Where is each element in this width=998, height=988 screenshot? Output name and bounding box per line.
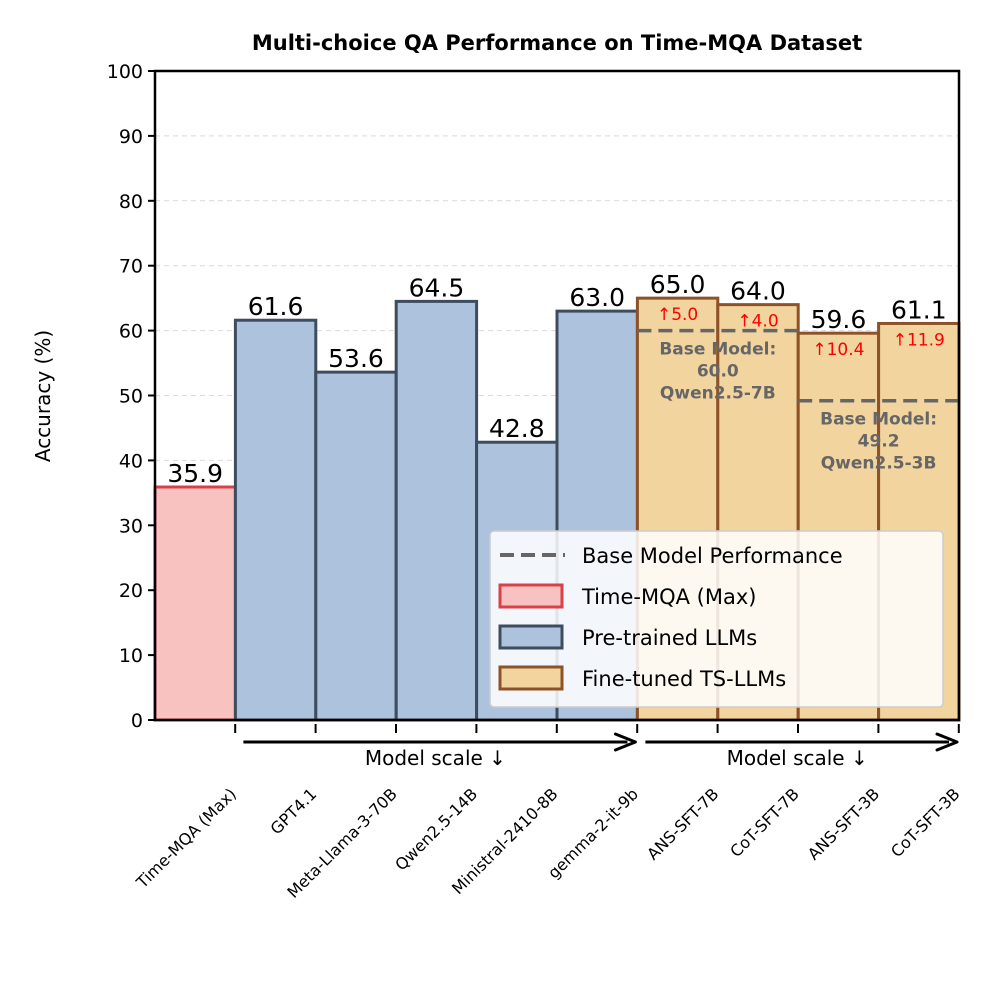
- legend-label: Pre-trained LLMs: [582, 626, 757, 650]
- y-tick-label: 10: [119, 645, 143, 667]
- legend-label: Fine-tuned TS-LLMs: [582, 667, 786, 691]
- value-label: 65.0: [650, 270, 706, 299]
- y-tick-label: 80: [119, 191, 143, 213]
- value-label: 63.0: [569, 283, 625, 312]
- baseline-note: 49.2: [858, 432, 900, 452]
- bar: [394, 299, 479, 722]
- legend: Base Model Performance Time-MQA (Max) Pre-…: [489, 530, 944, 708]
- x-tick-label: Qwen2.5-14B: [391, 784, 481, 874]
- scale-arrow-label: Model scale ↓: [727, 746, 868, 770]
- bar: [233, 318, 318, 722]
- baseline-note: 60.0: [697, 362, 739, 382]
- legend-label: Base Model Performance: [582, 544, 843, 568]
- y-tick-label: 70: [119, 256, 143, 278]
- y-tick-label: 90: [119, 126, 143, 148]
- bar: [314, 370, 398, 722]
- value-label: 42.8: [489, 414, 545, 443]
- bar: [153, 485, 237, 722]
- y-tick-label: 20: [119, 580, 143, 602]
- x-tick-label: ANS-SFT-7B: [643, 784, 722, 863]
- legend-label: Time-MQA (Max): [581, 585, 756, 609]
- x-tick-label: CoT-SFT-7B: [726, 784, 803, 861]
- y-tick-label: 0: [131, 710, 143, 732]
- legend-patch-swatch: [498, 665, 564, 691]
- x-tick-label: ANS-SFT-3B: [804, 784, 883, 863]
- scale-arrow-head: [613, 732, 637, 752]
- scale-arrow-label: Model scale ↓: [365, 746, 506, 770]
- improvement-label: ↑10.4: [812, 340, 864, 360]
- x-tick-label: Time-MQA (Max): [132, 784, 240, 892]
- y-tick-label: 50: [119, 386, 143, 408]
- y-tick-label: 30: [119, 515, 143, 537]
- improvement-label: ↑11.9: [893, 330, 945, 350]
- baseline-note: Base Model:: [820, 410, 937, 430]
- improvement-label: ↑5.0: [657, 305, 698, 325]
- y-axis-label: Accuracy (%): [31, 330, 55, 462]
- value-labels: 35.9 61.6 53.6 64.5 42.8 63.0 65.0 64.0 59.6 61.1…: [167, 270, 946, 488]
- legend-patch-swatch: [498, 624, 564, 650]
- legend-patch-swatch: [498, 583, 564, 609]
- x-tick-label: CoT-SFT-3B: [887, 784, 964, 861]
- value-label: 64.5: [409, 273, 465, 302]
- baseline-note: Qwen2.5-7B: [660, 384, 776, 404]
- baseline-note: Qwen2.5-3B: [821, 454, 937, 474]
- value-label: 59.6: [811, 305, 867, 334]
- legend-box: [489, 530, 944, 708]
- baseline-note: Base Model:: [659, 340, 776, 360]
- x-tick-label: GPT4.1: [267, 784, 321, 838]
- chart-title: Multi-choice QA Performance on Time-MQA …: [252, 31, 862, 55]
- value-label: 53.6: [328, 344, 384, 373]
- y-tick-label: 60: [119, 321, 143, 343]
- value-label: 61.1: [891, 295, 947, 324]
- y-tick-label: 40: [119, 450, 143, 472]
- value-label: 64.0: [730, 277, 786, 306]
- y-tick-label: 100: [107, 61, 143, 83]
- value-label: 35.9: [167, 459, 223, 488]
- improvement-label: ↑4.0: [737, 312, 778, 332]
- scale-arrow-head: [935, 732, 959, 752]
- value-label: 61.6: [248, 292, 304, 321]
